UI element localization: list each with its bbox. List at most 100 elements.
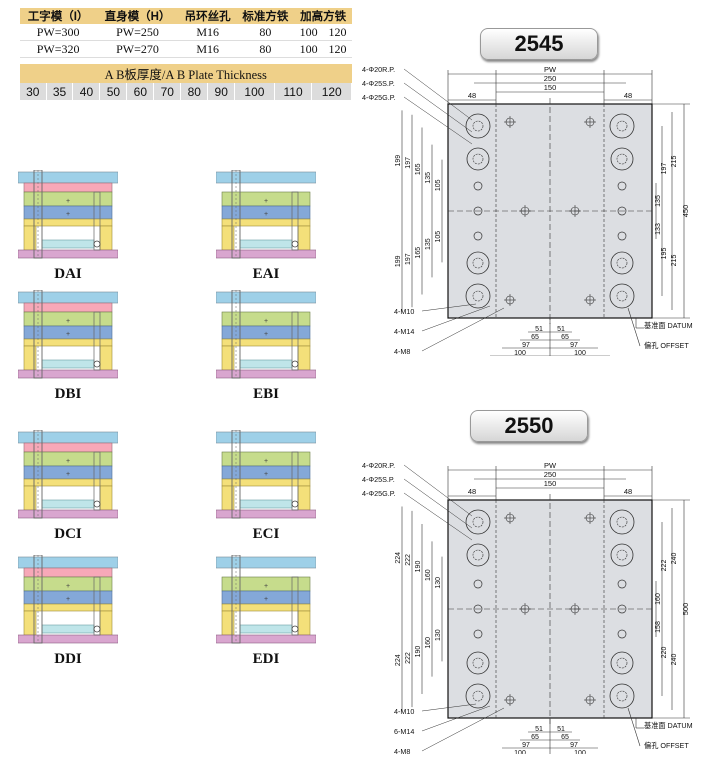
screw-hole (473, 181, 483, 191)
spec-cell: 100 (294, 40, 324, 58)
screw-hole (617, 181, 627, 191)
svg-text:+: + (264, 318, 268, 325)
svg-text:+: + (66, 596, 70, 603)
dim-bottom-left: 97 (522, 742, 530, 749)
mold-diagram-dci: + + (17, 429, 119, 522)
return-pin-hole (473, 206, 483, 216)
plate-thickness-values: 30 35 40 50 60 70 80 90 100 110 120 (20, 83, 352, 100)
dim-right-bottom: 158 (655, 621, 662, 633)
pin-hole-inner (616, 549, 628, 561)
spec-cell: PW=250 (96, 24, 179, 41)
mold-diagram-ebi: + + (215, 289, 317, 382)
leader-line (403, 96, 473, 145)
pin-hole-inner (616, 153, 628, 165)
callout-bottom-left: 4-M8 (394, 747, 410, 754)
callout-left: 4-Φ20R.P. (362, 66, 395, 74)
spec-cell: PW=270 (96, 40, 179, 58)
spec-cell: M16 (178, 40, 237, 58)
svg-text:+: + (66, 198, 70, 205)
mold-diagram-eci: + + (215, 429, 317, 522)
dim-bottom-right: 51 (557, 326, 565, 333)
mold-diagram-dai: + + (17, 169, 119, 262)
pin-hole-inner (472, 657, 484, 669)
dim-left-bottom: 135 (425, 238, 432, 250)
return-pin-hole (617, 604, 627, 614)
spec-cell: 80 (236, 40, 295, 58)
screw-hole (617, 579, 627, 589)
dim-right-top: 222 (661, 560, 668, 572)
screw-hole (473, 579, 483, 589)
pin-hole-inner (472, 257, 484, 269)
dim-bottom-right: 97 (570, 742, 578, 749)
screw-hole (585, 513, 595, 523)
mold-label: EAI (252, 266, 280, 282)
spec-header-cell: 吊环丝孔 (178, 8, 237, 24)
callout-left: 4-Φ25S.P. (362, 79, 395, 88)
mold-diagram-edi: + + (215, 554, 317, 647)
dim-right-top: 215 (671, 156, 678, 168)
spec-table-header: 工字模（I） 直身模（H） 吊环丝孔 标准方铁 加高方铁 (20, 8, 352, 24)
pin-hole (610, 147, 634, 171)
mold-label: DAI (54, 266, 82, 282)
plate-thickness-value: 100 (234, 83, 275, 100)
pin-hole (465, 683, 491, 709)
dim-bottom-right: 65 (561, 334, 569, 341)
dim-left-bottom: 224 (395, 654, 402, 666)
plate-thickness-value: 30 (20, 83, 47, 100)
svg-text:+: + (264, 331, 268, 338)
model-badge-2545: 2545 (480, 28, 598, 60)
pin-hole (610, 651, 634, 675)
dim-top-48: 48 (468, 91, 476, 100)
dim-left-top: 105 (435, 179, 442, 191)
svg-text:+: + (264, 198, 268, 205)
mold-label: DCI (54, 526, 82, 542)
pin-hole (466, 543, 490, 567)
callout-bottom-left: 4-M10 (394, 307, 414, 316)
svg-text:+: + (264, 596, 268, 603)
callout-bottom-left: 4-M14 (394, 327, 414, 336)
spec-table-row: PW=300 PW=250 M16 80 100 120 (20, 24, 352, 41)
dim-left-bottom: 199 (395, 255, 402, 267)
mold-diagram-ddi: + + (17, 554, 119, 647)
pin-hole (609, 509, 635, 535)
pin-hole (466, 147, 490, 171)
mold-label: DBI (54, 386, 82, 402)
screw-hole (505, 695, 515, 705)
dim-top-48: 48 (624, 487, 632, 496)
mold-diagram-eai: + + (215, 169, 317, 262)
plate-thickness-value: 70 (153, 83, 182, 100)
dim-left-top: 199 (395, 155, 402, 167)
leader-line (421, 703, 477, 712)
pin-hole (610, 543, 634, 567)
dim-left-top: 224 (395, 552, 402, 564)
spec-cell: PW=320 (20, 40, 97, 58)
pin-hole (466, 651, 490, 675)
screw-hole (520, 206, 530, 216)
dim-left-top: 222 (405, 554, 412, 566)
dim-top-150: 150 (544, 83, 557, 92)
leader-line (421, 707, 505, 752)
screw-hole (585, 695, 595, 705)
pin-hole (465, 113, 491, 139)
leader-line (421, 307, 505, 352)
dim-overall-height: 500 (681, 603, 690, 616)
screw-hole (585, 117, 595, 127)
dim-bottom-left: 51 (535, 326, 543, 333)
leader-line (403, 82, 473, 133)
dim-left-bottom: 190 (415, 646, 422, 658)
return-pin-hole (617, 206, 627, 216)
dim-top-250: 250 (544, 470, 557, 479)
spec-header-cell: 直身模（H） (96, 8, 179, 24)
mold-label: DDI (54, 651, 82, 667)
dim-left-bottom: 130 (435, 629, 442, 641)
dim-right-bottom: 220 (661, 647, 668, 659)
dim-bottom-left: 51 (535, 726, 543, 733)
dim-top-48: 48 (624, 91, 632, 100)
leader-line (403, 464, 473, 517)
dim-left-bottom: 105 (435, 231, 442, 243)
dim-bottom-left: 65 (531, 334, 539, 341)
dim-right-bottom: 240 (671, 654, 678, 666)
offset-leader (627, 307, 641, 347)
